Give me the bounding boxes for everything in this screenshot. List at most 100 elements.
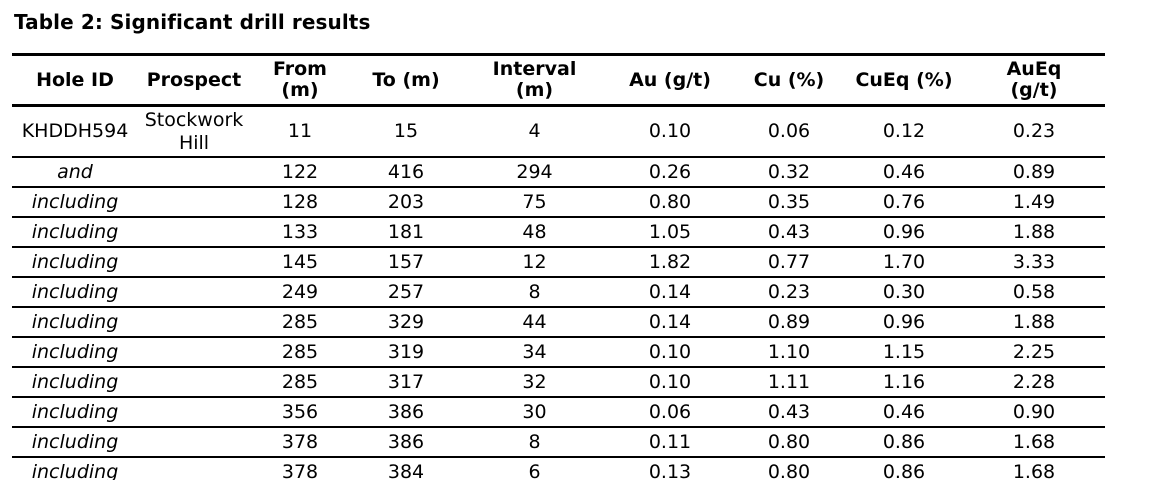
table-row: including 285 329 44 0.14 0.89 0.96 1.88 — [12, 307, 1105, 338]
cell-au: 0.06 — [607, 397, 733, 428]
header-line: Au (g/t) — [629, 68, 711, 91]
cell-prospect — [138, 187, 250, 218]
header-line: (g/t) — [1010, 79, 1058, 101]
cell-au: 0.14 — [607, 307, 733, 338]
cell-hole-id: including — [12, 277, 138, 308]
table-row: including 128 203 75 0.80 0.35 0.76 1.49 — [12, 187, 1105, 218]
cell-hole-id: including — [12, 247, 138, 278]
cell-cu: 0.80 — [733, 427, 845, 458]
cell-to: 386 — [350, 397, 462, 428]
column-header-interval: Interval (m) — [462, 54, 607, 107]
cell-interval: 294 — [462, 157, 607, 188]
cell-cueq: 0.86 — [882, 460, 926, 480]
cell-interval: 34 — [462, 337, 607, 368]
cell-aueq: 0.89 — [963, 157, 1105, 188]
cell-cueq: 0.86 — [845, 427, 963, 458]
cell-hole-id: including — [12, 217, 138, 248]
cell-interval: 44 — [462, 307, 607, 338]
cell-from: 145 — [250, 247, 350, 278]
cell-from: 285 — [250, 307, 350, 338]
header-line: From (m) — [273, 58, 327, 101]
cell-interval: 4 — [462, 105, 607, 158]
cell-from: 356 — [250, 397, 350, 428]
cell-prospect — [138, 397, 250, 428]
column-header-hole-id: Hole ID — [12, 54, 138, 107]
cell-from: 249 — [250, 277, 350, 308]
cell-au: 0.26 — [607, 157, 733, 188]
cell-hole-id: including — [12, 427, 138, 458]
table-row: including 378 384 6 0.13 0.80 0.86 1.68 — [12, 457, 1105, 480]
cell-cu: 0.23 — [733, 277, 845, 308]
cell-cu: 0.89 — [733, 307, 845, 338]
cell-from: 378 — [250, 427, 350, 458]
cell-au: 0.13 — [648, 460, 692, 480]
cell-cueq: 0.96 — [845, 307, 963, 338]
cell-hole-id: including — [31, 460, 119, 480]
cell-from: 285 — [250, 367, 350, 398]
cell-aueq: 1.49 — [963, 187, 1105, 218]
cell-interval: 6 — [528, 460, 541, 480]
cell-au: 1.82 — [607, 247, 733, 278]
table-row: including 285 317 32 0.10 1.11 1.16 2.28 — [12, 367, 1105, 398]
cell-interval: 75 — [462, 187, 607, 218]
cell-interval: 48 — [462, 217, 607, 248]
cell-hole-id: and — [12, 157, 138, 188]
cell-from: 122 — [250, 157, 350, 188]
cell-interval: 8 — [462, 277, 607, 308]
cell-from: 378 — [281, 460, 319, 480]
cell-interval: 12 — [462, 247, 607, 278]
header-line: AuEq — [1006, 58, 1062, 80]
cell-from: 128 — [250, 187, 350, 218]
cell-aueq: 3.33 — [963, 247, 1105, 278]
cell-hole-id: including — [12, 337, 138, 368]
cell-to: 386 — [350, 427, 462, 458]
column-header-au: Au (g/t) — [607, 54, 733, 107]
column-header-prospect: Prospect — [138, 54, 250, 107]
cell-prospect — [138, 367, 250, 398]
column-header-from: From (m) — [250, 54, 350, 107]
cell-interval: 32 — [462, 367, 607, 398]
cell-prospect: Stockwork Hill — [138, 105, 250, 158]
cell-au: 0.11 — [607, 427, 733, 458]
cell-cu: 0.80 — [767, 460, 811, 480]
cell-to: 416 — [350, 157, 462, 188]
cell-from: 133 — [250, 217, 350, 248]
cell-prospect — [138, 217, 250, 248]
column-header-cueq: CuEq (%) — [845, 54, 963, 107]
cell-prospect — [138, 337, 250, 368]
table-row: including 133 181 48 1.05 0.43 0.96 1.88 — [12, 217, 1105, 248]
cell-prospect — [138, 427, 250, 458]
cell-prospect — [138, 277, 250, 308]
cell-aueq: 1.88 — [963, 307, 1105, 338]
header-line: Prospect — [146, 68, 242, 91]
cell-from: 285 — [250, 337, 350, 368]
cell-to: 157 — [350, 247, 462, 278]
table-row: and 122 416 294 0.26 0.32 0.46 0.89 — [12, 157, 1105, 188]
cell-cueq: 0.46 — [845, 157, 963, 188]
cell-cu: 0.35 — [733, 187, 845, 218]
table-row: KHDDH594 Stockwork Hill 11 15 4 0.10 0.0… — [12, 105, 1105, 158]
cell-cu: 0.77 — [733, 247, 845, 278]
cell-to: 181 — [350, 217, 462, 248]
cell-cu: 1.11 — [733, 367, 845, 398]
header-row: Hole ID Prospect From (m) To (m) Interva… — [12, 54, 1105, 107]
cell-hole-id: KHDDH594 — [12, 105, 138, 158]
cell-cueq: 0.96 — [845, 217, 963, 248]
cell-au: 0.14 — [607, 277, 733, 308]
cell-cueq: 1.16 — [845, 367, 963, 398]
cell-hole-id: including — [12, 397, 138, 428]
cell-cueq: 0.46 — [845, 397, 963, 428]
table-row: including 249 257 8 0.14 0.23 0.30 0.58 — [12, 277, 1105, 308]
cell-cueq: 1.70 — [845, 247, 963, 278]
cell-au: 0.10 — [607, 105, 733, 158]
cell-aueq: 0.23 — [963, 105, 1105, 158]
cell-hole-id: including — [12, 307, 138, 338]
cell-to: 257 — [350, 277, 462, 308]
cell-interval: 30 — [462, 397, 607, 428]
table-row: including 378 386 8 0.11 0.80 0.86 1.68 — [12, 427, 1105, 458]
column-header-cu: Cu (%) — [733, 54, 845, 107]
cell-cueq: 0.30 — [845, 277, 963, 308]
cell-prospect — [138, 307, 250, 338]
table-row: including 145 157 12 1.82 0.77 1.70 3.33 — [12, 247, 1105, 278]
